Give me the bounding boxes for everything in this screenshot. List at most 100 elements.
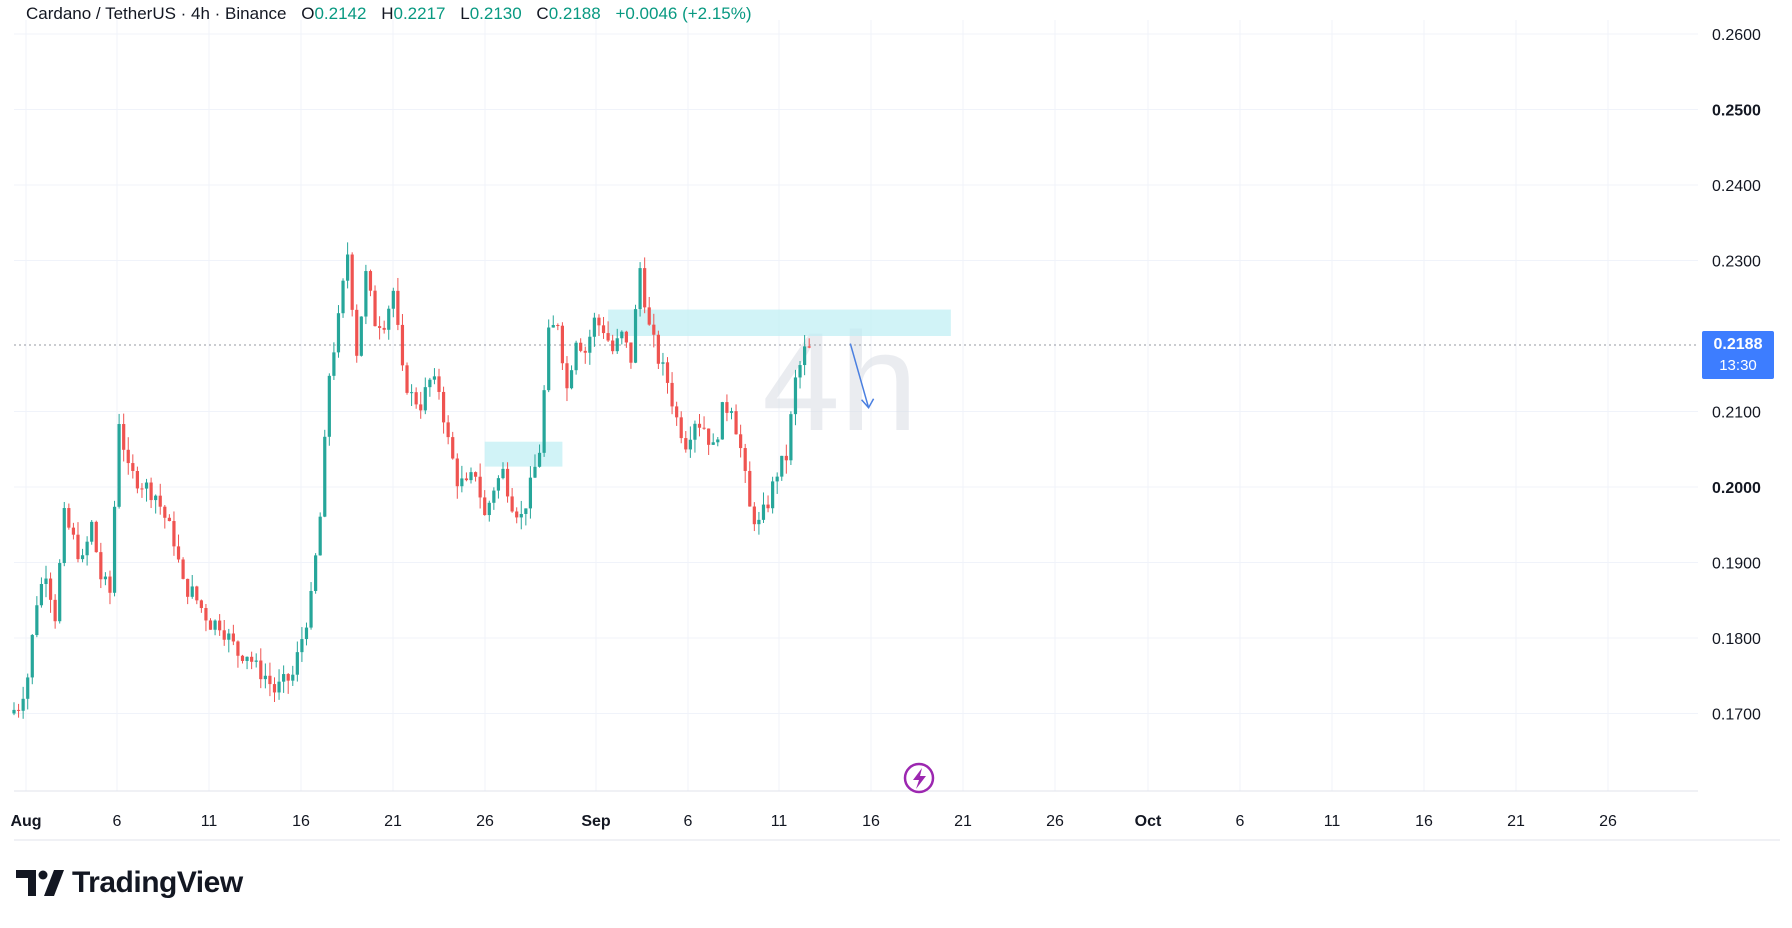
- candle[interactable]: [323, 429, 327, 518]
- candle[interactable]: [126, 437, 130, 475]
- candle[interactable]: [140, 483, 144, 498]
- candle[interactable]: [428, 377, 432, 397]
- candle[interactable]: [409, 384, 414, 406]
- candle[interactable]: [716, 436, 720, 447]
- candle[interactable]: [186, 578, 190, 605]
- candle[interactable]: [725, 394, 729, 422]
- candle[interactable]: [282, 665, 286, 693]
- candle[interactable]: [268, 662, 272, 697]
- candle[interactable]: [295, 641, 299, 682]
- candle[interactable]: [693, 420, 697, 453]
- candle[interactable]: [501, 462, 505, 480]
- candle[interactable]: [739, 424, 743, 458]
- candle[interactable]: [26, 673, 30, 710]
- candle[interactable]: [583, 346, 587, 364]
- candle[interactable]: [542, 385, 546, 457]
- candle[interactable]: [373, 285, 377, 327]
- candle[interactable]: [757, 511, 761, 535]
- candle[interactable]: [231, 624, 235, 646]
- candle[interactable]: [99, 542, 103, 589]
- candle[interactable]: [656, 330, 660, 370]
- candle[interactable]: [775, 472, 779, 494]
- candle[interactable]: [711, 433, 715, 445]
- candle[interactable]: [633, 304, 638, 364]
- candle[interactable]: [729, 407, 734, 420]
- candle[interactable]: [400, 314, 405, 371]
- candle[interactable]: [789, 411, 793, 465]
- candle[interactable]: [236, 640, 240, 668]
- candle[interactable]: [208, 618, 213, 630]
- candle[interactable]: [213, 619, 217, 636]
- candle[interactable]: [286, 673, 290, 694]
- candle[interactable]: [259, 648, 263, 689]
- candle[interactable]: [67, 503, 71, 530]
- candle[interactable]: [528, 466, 533, 519]
- candle[interactable]: [158, 483, 162, 515]
- candle[interactable]: [254, 653, 258, 668]
- candle[interactable]: [327, 373, 331, 446]
- candle[interactable]: [272, 677, 277, 702]
- candle[interactable]: [277, 669, 281, 700]
- candle[interactable]: [734, 404, 738, 435]
- candle[interactable]: [579, 338, 583, 353]
- candle[interactable]: [80, 548, 85, 563]
- candle[interactable]: [163, 505, 167, 529]
- candle[interactable]: [391, 287, 395, 318]
- candle[interactable]: [346, 242, 350, 289]
- candle[interactable]: [743, 443, 747, 483]
- candle[interactable]: [533, 454, 537, 478]
- candle[interactable]: [368, 269, 373, 297]
- candle[interactable]: [505, 462, 510, 503]
- candle[interactable]: [771, 476, 775, 514]
- candle[interactable]: [478, 463, 482, 509]
- candle[interactable]: [446, 415, 450, 445]
- candle[interactable]: [597, 314, 601, 336]
- candle[interactable]: [35, 596, 39, 638]
- symbol-title[interactable]: Cardano / TetherUS · 4h · Binance: [26, 4, 287, 23]
- candle[interactable]: [94, 520, 98, 553]
- candle[interactable]: [606, 321, 610, 342]
- candle[interactable]: [103, 572, 107, 586]
- candle[interactable]: [615, 328, 619, 354]
- candle[interactable]: [190, 574, 194, 599]
- candle[interactable]: [661, 352, 665, 376]
- candle[interactable]: [222, 620, 226, 646]
- candle[interactable]: [53, 594, 57, 629]
- candle[interactable]: [620, 330, 624, 345]
- candle[interactable]: [638, 262, 642, 317]
- candle[interactable]: [565, 356, 569, 402]
- candle[interactable]: [761, 492, 766, 523]
- candle[interactable]: [199, 599, 203, 613]
- candle[interactable]: [71, 522, 76, 540]
- candle[interactable]: [432, 368, 437, 385]
- candle[interactable]: [684, 431, 688, 453]
- candle[interactable]: [688, 426, 692, 458]
- candle[interactable]: [387, 305, 391, 340]
- candle[interactable]: [793, 369, 798, 426]
- candle[interactable]: [359, 316, 363, 357]
- candle[interactable]: [574, 340, 578, 375]
- candle[interactable]: [556, 323, 560, 331]
- candle[interactable]: [378, 316, 382, 340]
- candle[interactable]: [304, 622, 309, 646]
- candle[interactable]: [76, 522, 80, 563]
- candle[interactable]: [131, 454, 135, 479]
- candle[interactable]: [245, 656, 249, 670]
- candle[interactable]: [240, 654, 245, 664]
- candle[interactable]: [414, 387, 418, 409]
- candle[interactable]: [629, 342, 633, 369]
- candle[interactable]: [492, 487, 496, 510]
- candle[interactable]: [437, 368, 441, 400]
- candle[interactable]: [144, 478, 149, 502]
- candle[interactable]: [291, 665, 295, 686]
- candle[interactable]: [423, 377, 427, 415]
- candle[interactable]: [48, 572, 53, 613]
- candle[interactable]: [336, 305, 341, 358]
- candle[interactable]: [382, 320, 386, 334]
- supply-demand-zones[interactable]: [484, 309, 951, 467]
- candle[interactable]: [720, 401, 724, 440]
- price-axis[interactable]: 0.2600 0.2500 0.2400 0.2300 0.2100 0.2000 0.19…: [1712, 27, 1761, 724]
- candle[interactable]: [332, 342, 336, 380]
- candle[interactable]: [441, 386, 446, 434]
- candle[interactable]: [21, 686, 25, 719]
